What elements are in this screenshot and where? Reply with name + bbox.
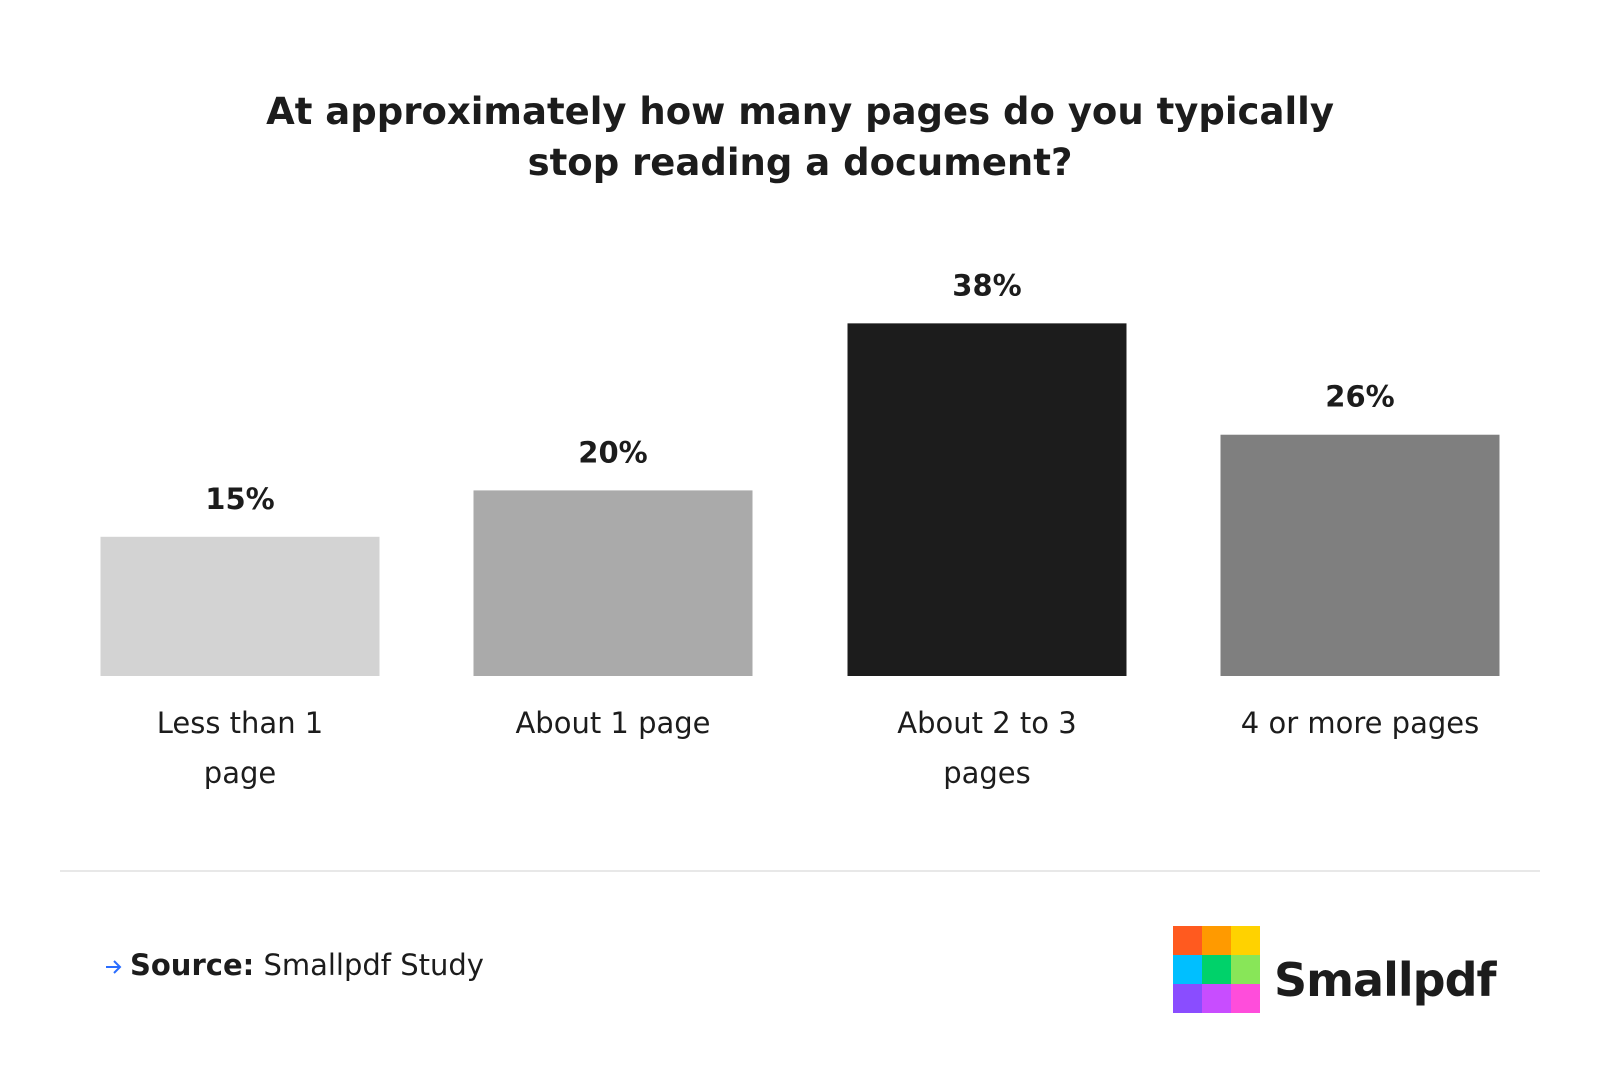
source-arrow — [106, 960, 122, 974]
bar — [100, 536, 380, 676]
x-tick-label: About 1 page — [515, 706, 711, 740]
bar — [847, 323, 1127, 676]
logo-tile — [1202, 926, 1231, 955]
source-text: Smallpdf Study — [263, 948, 484, 982]
logo — [1173, 926, 1260, 1013]
bar — [1220, 434, 1500, 676]
brand: Smallpdf — [1274, 953, 1497, 1007]
value-label: 20% — [578, 435, 647, 469]
bar — [473, 490, 753, 676]
logo-tile — [1202, 955, 1231, 984]
logo-tile — [1173, 926, 1202, 955]
logo-tile — [1202, 984, 1231, 1013]
logo-tile — [1231, 955, 1260, 984]
x-tick-label: 4 or more pages — [1240, 706, 1480, 740]
source: Source: Smallpdf Study — [104, 948, 484, 982]
source-label: Source: — [130, 948, 255, 982]
logo-tile — [1173, 955, 1202, 984]
value-label: 15% — [205, 482, 274, 516]
logo-tile — [1231, 926, 1260, 955]
value-label: 26% — [1325, 380, 1394, 414]
x-tick-label: About 2 to 3 pages — [897, 706, 1077, 790]
value-label: 38% — [952, 268, 1021, 302]
chart-title: At approximately how many pages do you t… — [266, 90, 1334, 184]
logo-tile — [1231, 984, 1260, 1013]
x-tick-label: Less than 1 page — [156, 706, 324, 790]
logo-tile — [1173, 984, 1202, 1013]
